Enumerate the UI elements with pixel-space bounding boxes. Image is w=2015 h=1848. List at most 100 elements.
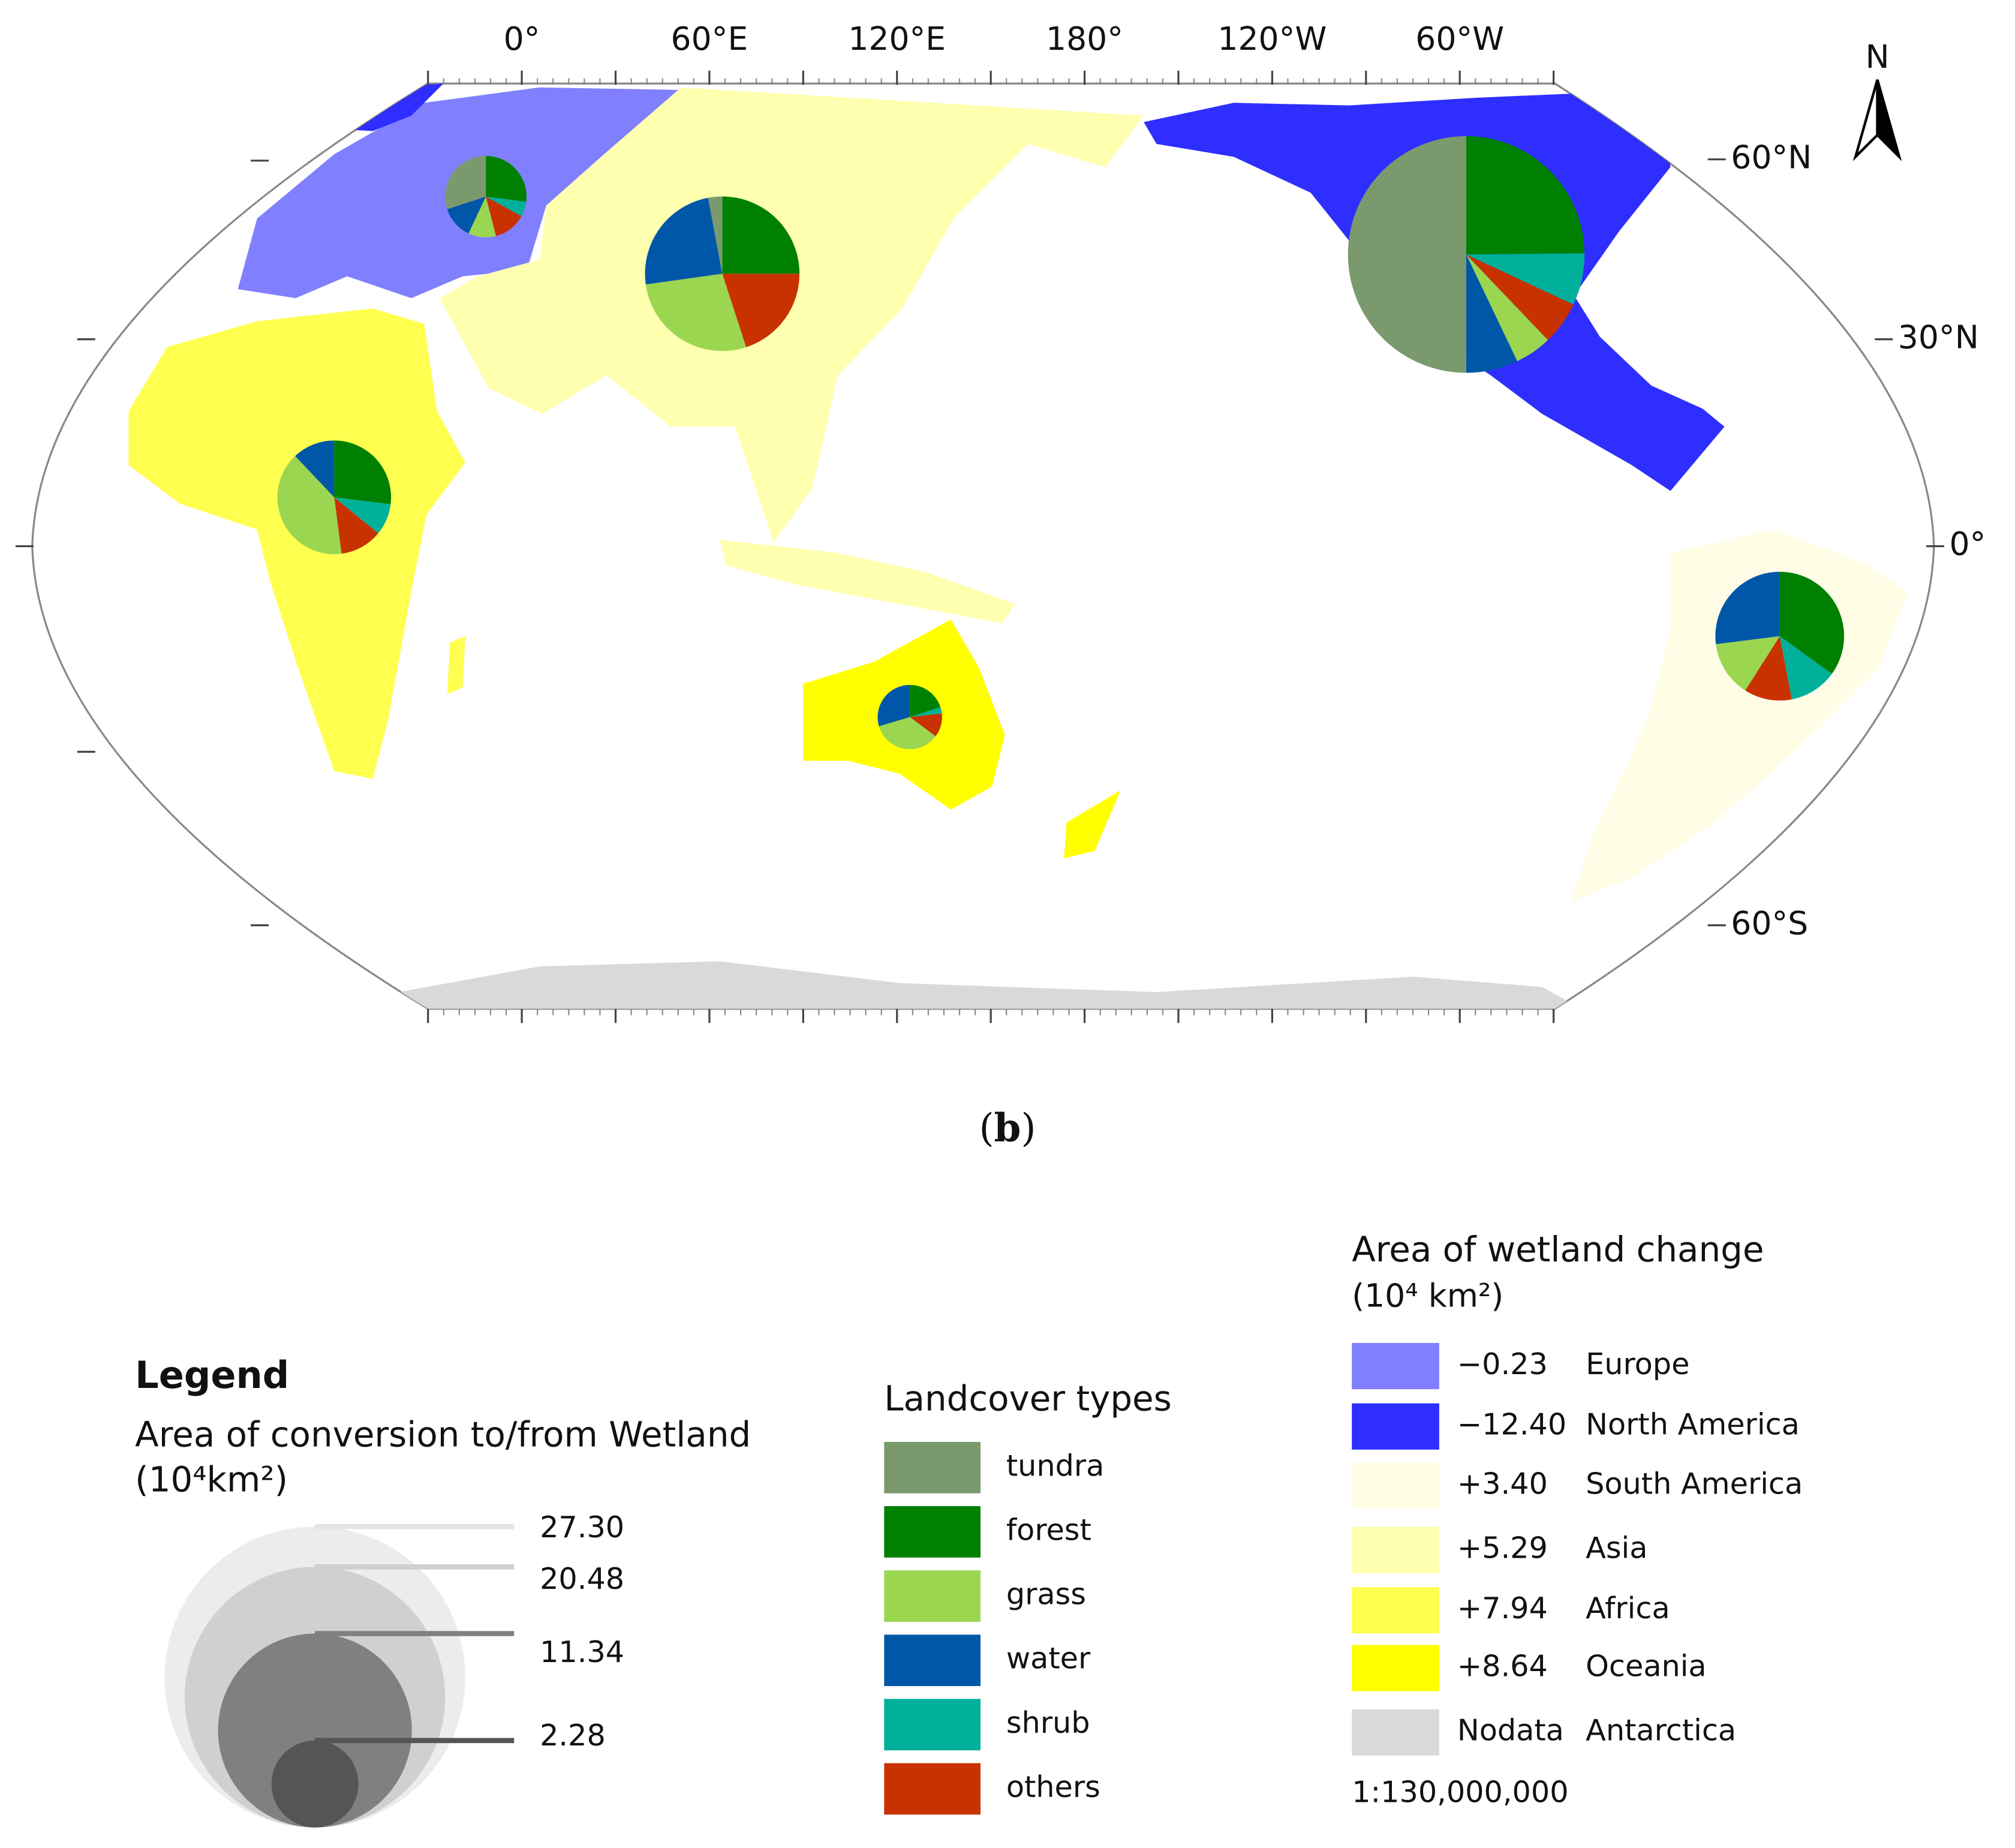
lat-label: 30°N bbox=[1898, 318, 1979, 356]
pie-slice bbox=[1466, 254, 1574, 340]
pie-slice bbox=[645, 197, 723, 285]
change-unit: (10⁴ km²) bbox=[1352, 1277, 1503, 1315]
landcover-label: others bbox=[1006, 1769, 1100, 1804]
pie-slice bbox=[334, 497, 391, 534]
pie-slice bbox=[910, 707, 942, 717]
pie-slice bbox=[445, 155, 486, 209]
region-label: Asia bbox=[1586, 1530, 1647, 1565]
region-label: Europe bbox=[1586, 1347, 1689, 1381]
region-label: North America bbox=[1586, 1407, 1800, 1442]
pie-slice bbox=[722, 196, 800, 274]
panel-label: (b) bbox=[979, 1105, 1036, 1150]
change-label: +3.40 bbox=[1457, 1466, 1548, 1501]
size-label: 11.34 bbox=[540, 1634, 624, 1669]
letter: b bbox=[994, 1105, 1021, 1150]
continent bbox=[386, 961, 1594, 1009]
change-label: −0.23 bbox=[1457, 1347, 1548, 1381]
pie-slice bbox=[722, 274, 800, 347]
continent bbox=[128, 308, 465, 779]
paren: ( bbox=[979, 1105, 994, 1150]
landcover-swatch bbox=[884, 1570, 981, 1622]
pies bbox=[277, 136, 1844, 750]
pie-slice bbox=[447, 196, 486, 234]
landcover-label: water bbox=[1006, 1641, 1091, 1676]
pie-slice bbox=[877, 684, 910, 726]
pie-slice bbox=[334, 440, 392, 504]
north-label: N bbox=[1865, 38, 1889, 76]
change-label: −12.40 bbox=[1457, 1407, 1566, 1442]
region-swatch bbox=[1352, 1527, 1439, 1573]
change-label: +7.94 bbox=[1457, 1591, 1548, 1625]
size-circle bbox=[218, 1633, 412, 1828]
scale-text: 1:130,000,000 bbox=[1352, 1775, 1568, 1810]
landcover-swatch bbox=[884, 1506, 981, 1558]
lat-label: 60°N bbox=[1731, 138, 1812, 176]
arrow-left bbox=[1852, 79, 1879, 161]
landcover-swatch bbox=[884, 1441, 981, 1494]
lon-label: 60°W bbox=[1415, 20, 1504, 58]
pie-slice bbox=[277, 456, 342, 554]
pie-slice bbox=[486, 196, 522, 236]
pie-slice bbox=[1779, 572, 1844, 674]
continent bbox=[447, 636, 465, 694]
region-swatch bbox=[1352, 1403, 1439, 1450]
region-swatch bbox=[1352, 1645, 1439, 1691]
size-circle bbox=[271, 1740, 359, 1828]
arrow-right bbox=[1876, 79, 1902, 161]
landcover-label: forest bbox=[1006, 1512, 1091, 1547]
pie-slice bbox=[910, 713, 942, 737]
region-label: Africa bbox=[1586, 1591, 1670, 1625]
region-swatch bbox=[1352, 1709, 1439, 1756]
pie-slice bbox=[486, 196, 527, 217]
pie-slice bbox=[468, 196, 497, 238]
size-label: 27.30 bbox=[540, 1510, 624, 1544]
pie-slice bbox=[295, 440, 335, 498]
region-label: Antarctica bbox=[1586, 1713, 1736, 1748]
legend-items: 27.30 20.48 11.34 2.28 tundra forest grass wate… bbox=[164, 1342, 1803, 1828]
pie-slice bbox=[1466, 254, 1548, 362]
north-arrow: N bbox=[1852, 38, 1902, 161]
landcover-swatch bbox=[884, 1634, 981, 1687]
change-label: +5.29 bbox=[1457, 1530, 1548, 1565]
graticule-ticks: 0° 60°E 120°E 180° 120°W 60°W 60°N 30°N 0° 60°S bbox=[15, 20, 1986, 1023]
pie-slice bbox=[910, 684, 941, 717]
region-swatch bbox=[1352, 1462, 1439, 1509]
pie-slice bbox=[879, 717, 936, 750]
landcover-title: Landcover types bbox=[884, 1378, 1171, 1419]
pie-slice bbox=[1745, 636, 1792, 701]
lat-label: 60°S bbox=[1731, 904, 1808, 942]
region-swatch bbox=[1352, 1587, 1439, 1634]
pie-slice bbox=[334, 497, 378, 554]
lon-label: 180° bbox=[1046, 20, 1123, 58]
continent bbox=[1064, 790, 1121, 859]
lon-label: 120°E bbox=[848, 20, 946, 58]
change-label: +8.64 bbox=[1457, 1649, 1548, 1684]
pie-slice bbox=[1716, 636, 1780, 691]
continent bbox=[720, 539, 1015, 624]
landcover-label: tundra bbox=[1006, 1448, 1104, 1483]
lon-label: 0° bbox=[504, 20, 540, 58]
region-swatch bbox=[1352, 1342, 1439, 1390]
lon-label: 60°E bbox=[671, 20, 748, 58]
change-label: Nodata bbox=[1457, 1713, 1564, 1748]
landcover-label: shrub bbox=[1006, 1705, 1090, 1740]
size-unit: (10⁴km²) bbox=[135, 1459, 288, 1500]
continent bbox=[439, 87, 1144, 543]
pie-slice bbox=[486, 155, 527, 202]
pie-slice bbox=[1466, 254, 1518, 373]
legend-title: Legend bbox=[135, 1353, 289, 1397]
size-title: Area of conversion to/from Wetland bbox=[135, 1414, 751, 1455]
change-title: Area of wetland change bbox=[1352, 1229, 1764, 1270]
pie-slice bbox=[1715, 572, 1780, 645]
pie-slice bbox=[1466, 253, 1585, 305]
region-label: Oceania bbox=[1586, 1649, 1706, 1684]
lon-label: 120°W bbox=[1217, 20, 1327, 58]
pie-slice bbox=[1779, 636, 1832, 699]
size-label: 2.28 bbox=[540, 1718, 606, 1753]
lat-label: 0° bbox=[1949, 525, 1986, 563]
size-label: 20.48 bbox=[540, 1561, 624, 1596]
pie-slice bbox=[645, 274, 747, 351]
pie-slice bbox=[708, 196, 723, 274]
